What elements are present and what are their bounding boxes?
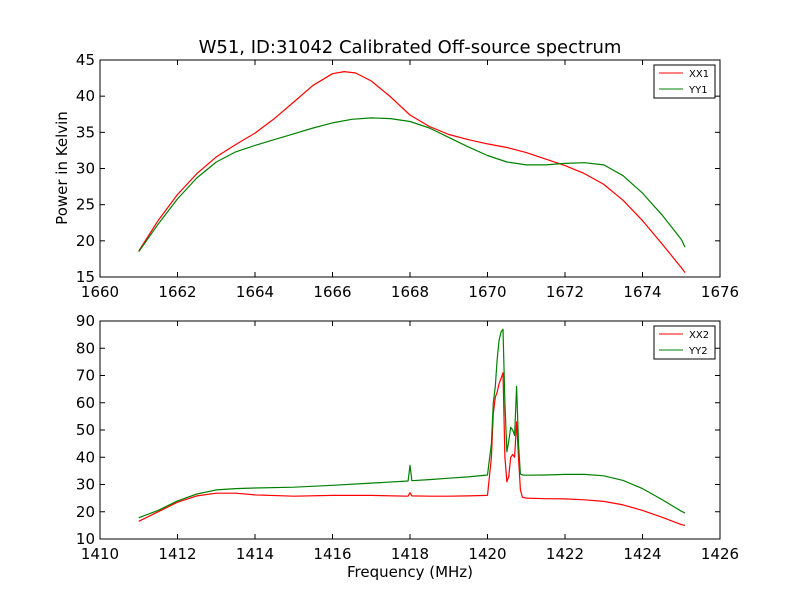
bottom-x-tick-label: 1422 xyxy=(546,545,584,563)
bottom-y-tick-label: 50 xyxy=(76,421,95,439)
top-x-tick-label: 1660 xyxy=(81,283,119,301)
top-ticks-layer: 1660 1662 1664 1666 1668 1670 1672 1674 1676 15 20… xyxy=(76,51,739,301)
bottom-x-axis-label: Frequency (MHz) xyxy=(347,563,473,581)
bottom-y-tick-label: 60 xyxy=(76,394,95,412)
top-x-tick-label: 1664 xyxy=(236,283,274,301)
top-y-axis-label: Power in Kelvin xyxy=(53,111,71,225)
top-x-tick-label: 1662 xyxy=(158,283,196,301)
top-legend-label-xx1: XX1 xyxy=(689,69,709,80)
bottom-x-tick-label: 1412 xyxy=(158,545,196,563)
top-y-tick-label: 35 xyxy=(76,123,95,141)
bottom-y-tick-label: 30 xyxy=(76,476,95,494)
bottom-x-tick-label: 1410 xyxy=(81,545,119,563)
bottom-legend-label-yy2: YY2 xyxy=(688,346,708,357)
top-x-tick-label: 1668 xyxy=(391,283,429,301)
top-y-tick-label: 25 xyxy=(76,196,95,214)
top-y-tick-label: 15 xyxy=(76,268,95,286)
bottom-y-tick-label: 90 xyxy=(76,312,95,330)
top-y-tick-label: 40 xyxy=(76,87,95,105)
top-x-tick-label: 1672 xyxy=(546,283,584,301)
figure-title: W51, ID:31042 Calibrated Off-source spec… xyxy=(199,37,622,58)
bottom-series-layer xyxy=(138,328,686,526)
bottom-legend: XX2 YY2 xyxy=(653,325,716,360)
top-legend-box xyxy=(653,64,716,99)
bottom-y-tick-label: 10 xyxy=(76,530,95,548)
bottom-series-yy2-line xyxy=(138,328,686,519)
top-axes: 1660 1662 1664 1666 1668 1670 1672 1674 1676 15 20… xyxy=(53,51,739,301)
top-x-tick-label: 1674 xyxy=(623,283,661,301)
top-legend-label-yy1: YY1 xyxy=(688,85,708,96)
bottom-y-tick-label: 70 xyxy=(76,367,95,385)
bottom-legend-box xyxy=(653,325,716,360)
top-legend: XX1 YY1 xyxy=(653,64,716,99)
top-x-tick-label: 1666 xyxy=(313,283,351,301)
top-series-yy1-line xyxy=(138,117,686,253)
top-y-tick-label: 45 xyxy=(76,51,95,69)
bottom-x-tick-label: 1414 xyxy=(236,545,274,563)
bottom-y-tick-label: 40 xyxy=(76,448,95,466)
bottom-legend-label-xx2: XX2 xyxy=(689,330,709,341)
bottom-x-tick-label: 1426 xyxy=(701,545,739,563)
top-x-tick-label: 1676 xyxy=(701,283,739,301)
bottom-x-tick-label: 1424 xyxy=(623,545,661,563)
bottom-y-tick-label: 20 xyxy=(76,503,95,521)
top-y-tick-label: 20 xyxy=(76,232,95,250)
bottom-x-tick-label: 1416 xyxy=(313,545,351,563)
bottom-series-xx2-line xyxy=(138,372,686,526)
bottom-y-tick-label: 80 xyxy=(76,339,95,357)
top-series-layer xyxy=(138,70,686,274)
top-series-xx1-line xyxy=(138,70,686,274)
top-y-tick-label: 30 xyxy=(76,160,95,178)
bottom-x-tick-label: 1420 xyxy=(468,545,506,563)
bottom-x-tick-label: 1418 xyxy=(391,545,429,563)
bottom-ticks-layer: 1410 1412 1414 1416 1418 1420 1422 1424 1426 10 20… xyxy=(76,312,739,563)
bottom-axes: 1410 1412 1414 1416 1418 1420 1422 1424 1426 10 20… xyxy=(76,312,739,581)
top-x-tick-label: 1670 xyxy=(468,283,506,301)
